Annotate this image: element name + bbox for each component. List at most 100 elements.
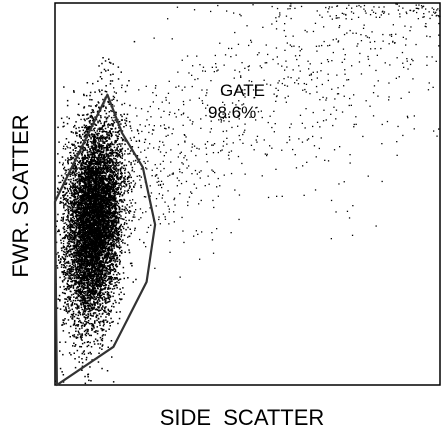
scatter-point	[94, 321, 96, 323]
scatter-point	[109, 225, 112, 227]
scatter-point	[110, 182, 112, 184]
scatter-point	[91, 286, 94, 289]
scatter-point	[100, 159, 102, 161]
scatter-point	[92, 148, 95, 151]
scatter-point	[86, 282, 88, 284]
scatter-point	[68, 274, 70, 277]
scatter-point	[109, 267, 111, 270]
scatter-point	[118, 244, 121, 246]
scatter-point	[110, 219, 113, 222]
scatter-point	[82, 129, 85, 132]
scatter-point	[92, 269, 95, 272]
scatter-point	[104, 166, 107, 168]
scatter-point	[105, 272, 108, 274]
scatter-point	[107, 200, 109, 202]
scatter-point	[113, 228, 115, 230]
scatter-point	[115, 152, 117, 155]
scatter-point	[63, 285, 65, 288]
scatter-point	[86, 345, 88, 348]
scatter-point	[120, 167, 122, 170]
scatter-point	[68, 310, 70, 313]
scatter-point	[82, 311, 85, 313]
scatter-point	[97, 144, 100, 146]
scatter-point	[103, 275, 105, 277]
scatter-point	[67, 284, 70, 286]
scatter-point	[87, 251, 90, 253]
scatter-point	[95, 124, 98, 126]
scatter-point	[94, 287, 96, 290]
scatter-point	[80, 137, 82, 139]
scatter-point	[86, 201, 88, 203]
scatter-point	[64, 341, 67, 343]
scatter-point	[102, 166, 104, 169]
scatter-point	[93, 290, 96, 292]
scatter-point	[93, 202, 95, 204]
scatter-point	[70, 218, 72, 221]
scatter-point	[112, 257, 114, 260]
scatter-point	[105, 168, 107, 171]
scatter-point	[79, 293, 82, 296]
scatter-point	[99, 144, 101, 146]
scatter-point	[76, 248, 79, 251]
scatter-point	[116, 260, 119, 263]
scatter-point	[101, 367, 103, 370]
scatter-point	[76, 251, 78, 254]
scatter-point	[83, 118, 86, 120]
scatter-point	[64, 251, 66, 253]
scatter-point	[81, 289, 84, 292]
scatter-point	[109, 208, 111, 210]
scatter-point	[86, 250, 88, 253]
scatter-point	[67, 240, 70, 243]
scatter-point	[118, 155, 120, 157]
scatter-point	[98, 266, 100, 269]
scatter-point	[116, 237, 118, 239]
scatter-point	[72, 312, 75, 315]
scatter-point	[114, 251, 116, 253]
scatter-point	[83, 93, 85, 96]
scatter-point	[88, 265, 91, 267]
scatter-point	[82, 178, 84, 180]
scatter-point	[79, 240, 82, 242]
scatter-point	[102, 282, 105, 284]
scatter-point	[117, 202, 120, 205]
scatter-point	[90, 268, 93, 270]
scatter-point	[59, 202, 61, 204]
scatter-point	[77, 207, 79, 210]
scatter-point	[89, 318, 92, 320]
scatter-point	[70, 202, 73, 205]
scatter-point	[90, 136, 92, 139]
scatter-point	[121, 119, 123, 121]
scatter-point	[112, 192, 115, 195]
scatter-point	[125, 164, 128, 167]
scatter-point	[95, 179, 98, 181]
scatter-point	[101, 223, 104, 226]
scatter-point	[93, 111, 95, 113]
scatter-point	[103, 309, 105, 312]
scatter-point	[100, 288, 102, 290]
scatter-point	[105, 201, 107, 203]
scatter-point	[94, 152, 96, 154]
scatter-point	[86, 276, 88, 278]
scatter-point	[93, 228, 96, 231]
scatter-point	[100, 199, 102, 201]
scatter-point	[111, 258, 113, 260]
scatter-point	[69, 336, 71, 338]
scatter-point	[68, 332, 70, 334]
scatter-point	[62, 256, 64, 259]
scatter-point	[89, 309, 91, 311]
scatter-point	[69, 197, 71, 199]
scatter-point	[93, 178, 95, 181]
scatter-point	[94, 124, 97, 126]
scatter-point	[100, 197, 103, 200]
scatter-point	[97, 121, 99, 124]
scatter-point	[99, 303, 102, 306]
scatter-point	[59, 367, 62, 370]
scatter-point	[78, 222, 81, 224]
scatter-point	[83, 247, 86, 249]
scatter-point	[101, 233, 103, 236]
scatter-point	[104, 137, 106, 140]
scatter-point	[75, 336, 77, 338]
scatter-point	[81, 201, 83, 204]
scatter-point	[106, 168, 108, 170]
scatter-point	[73, 221, 76, 223]
